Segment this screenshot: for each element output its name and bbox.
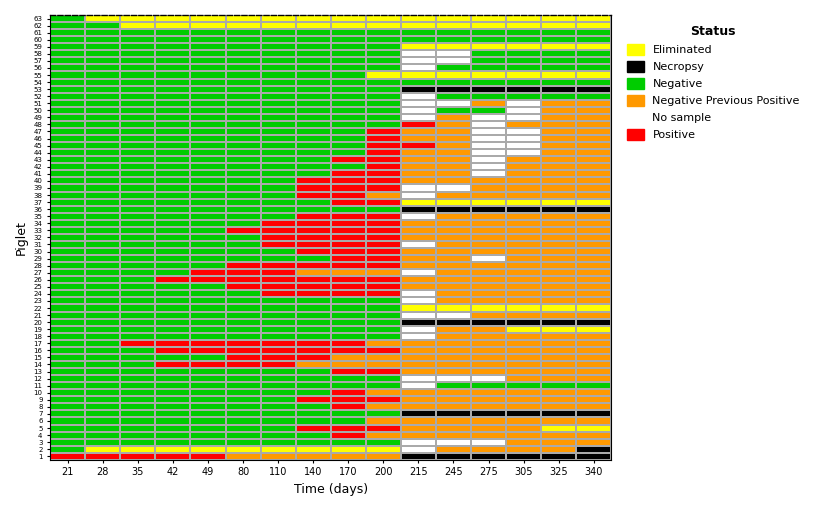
Y-axis label: Piglet: Piglet: [15, 220, 28, 255]
X-axis label: Time (days): Time (days): [293, 483, 368, 496]
Legend: Eliminated, Necropsy, Negative, Negative Previous Positive, No sample, Positive: Eliminated, Necropsy, Negative, Negative…: [622, 20, 803, 145]
